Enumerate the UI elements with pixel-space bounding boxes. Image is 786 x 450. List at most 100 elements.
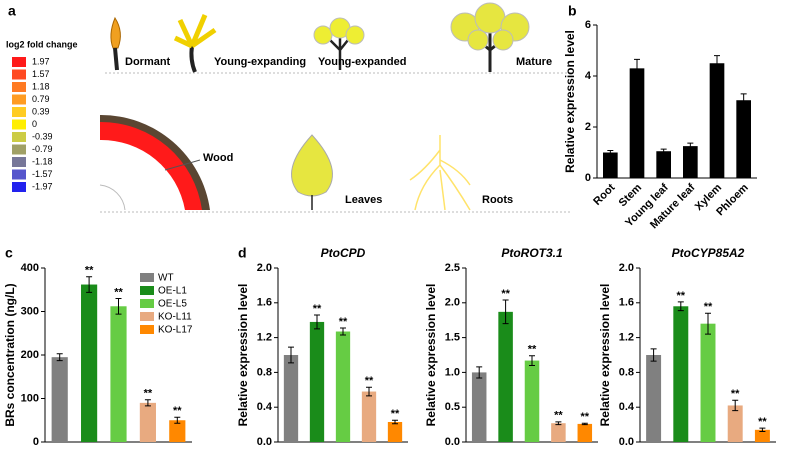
chart-title: PtoCPD: [321, 246, 366, 260]
bar: [283, 355, 299, 442]
error-bar: [687, 142, 694, 150]
tissue-label: Leaves: [345, 194, 382, 206]
bar: [498, 311, 513, 442]
legend-swatch: [12, 107, 26, 117]
significance: **: [85, 265, 94, 277]
bar: [81, 284, 98, 442]
stage-label: Dormant: [125, 56, 171, 68]
legend-label: KO-L17: [158, 325, 193, 336]
legend-swatch: [140, 325, 154, 334]
y-axis-label: Relative expression level: [236, 284, 250, 427]
legend-swatch: [12, 82, 26, 92]
error-bar: [392, 419, 398, 425]
error-bar: [607, 149, 614, 156]
y-tick-label: 300: [21, 305, 39, 317]
y-tick-label: 1.6: [257, 297, 272, 309]
legend-swatch: [140, 286, 154, 295]
y-tick-label: 0.5: [445, 401, 460, 413]
chart-title: PtoCYP85A2: [672, 246, 745, 260]
bar: [169, 420, 186, 442]
legend-swatch: [12, 157, 26, 167]
significance: **: [758, 416, 767, 428]
bar: [524, 360, 540, 442]
y-tick-label: 0.0: [257, 436, 272, 448]
error-bar: [759, 427, 766, 433]
y-tick-label: 2.0: [619, 262, 634, 274]
legend-swatch: [12, 57, 26, 67]
error-bar: [555, 421, 562, 426]
legend-swatch: [140, 312, 154, 321]
bar: [577, 423, 593, 442]
y-tick-label: 2.5: [445, 262, 460, 274]
significance: **: [173, 405, 182, 417]
error-bar: [144, 399, 151, 407]
y-tick-label: 1.2: [619, 332, 634, 344]
error-bar: [314, 314, 320, 330]
legend-swatch: [12, 69, 26, 80]
stage-label: Young-expanded: [318, 56, 406, 68]
legend-swatch: [140, 299, 154, 308]
legend-label: -0.79: [32, 144, 53, 154]
panel-letter: c: [5, 245, 13, 261]
error-bar: [502, 299, 509, 325]
error-bar: [340, 327, 346, 336]
bar: [603, 152, 618, 178]
legend-label: -1.57: [32, 169, 53, 179]
y-axis-label: Relative expression level: [424, 284, 438, 427]
significance: **: [501, 288, 510, 300]
bar: [361, 391, 377, 442]
significance: **: [365, 375, 374, 387]
legend-swatch: [12, 144, 26, 155]
y-tick-label: 0: [585, 172, 591, 184]
stage-label: Mature: [516, 56, 552, 68]
legend-label: 1.18: [32, 81, 50, 91]
bar: [727, 405, 743, 442]
y-axis-label: BRs concentration (ng/L): [3, 283, 17, 426]
y-tick-label: 0.8: [619, 366, 634, 378]
legend-title: log2 fold change: [6, 39, 78, 49]
significance: **: [677, 290, 686, 302]
legend-label: 0.39: [32, 106, 50, 116]
chart-title: PtoROT3.1: [501, 246, 563, 260]
panel-letter: a: [8, 3, 16, 19]
panel-letter: b: [568, 3, 577, 19]
bar: [629, 68, 645, 178]
y-tick-label: 0.0: [445, 436, 460, 448]
bar: [673, 306, 689, 442]
bar: [700, 323, 716, 442]
y-tick-label: 0.8: [257, 366, 272, 378]
significance: **: [731, 388, 740, 400]
y-tick-label: 2.0: [257, 262, 272, 274]
y-tick-label: 1.5: [445, 332, 460, 344]
error-bar: [476, 366, 483, 379]
error-bar: [677, 301, 684, 312]
significance: **: [704, 301, 713, 313]
legend-label: -0.39: [32, 131, 53, 141]
bar: [335, 331, 351, 442]
y-tick-label: 1.6: [619, 297, 634, 309]
tissue-label: Wood: [203, 152, 233, 164]
error-bar: [56, 353, 63, 362]
legend-swatch: [12, 169, 26, 180]
error-bar: [660, 148, 667, 154]
error-bar: [115, 297, 122, 315]
legend-swatch: [12, 119, 26, 130]
y-tick-label: 1.0: [445, 366, 460, 378]
legend-label: -1.97: [32, 181, 53, 191]
significance: **: [114, 286, 123, 298]
legend-swatch: [140, 273, 154, 282]
y-tick-label: 400: [21, 262, 39, 274]
significance: **: [339, 316, 348, 328]
legend-swatch: [12, 182, 26, 192]
y-tick-label: 200: [21, 349, 39, 361]
bar: [551, 423, 566, 442]
legend-label: 0: [32, 119, 37, 129]
panel-letter: d: [238, 245, 247, 261]
error-bar: [174, 416, 181, 424]
y-axis-label: Relative expression level: [563, 30, 577, 173]
legend-label: KO-L11: [158, 312, 192, 323]
bar: [139, 402, 156, 442]
bar: [309, 321, 325, 442]
legend-label: 1.57: [32, 69, 50, 79]
